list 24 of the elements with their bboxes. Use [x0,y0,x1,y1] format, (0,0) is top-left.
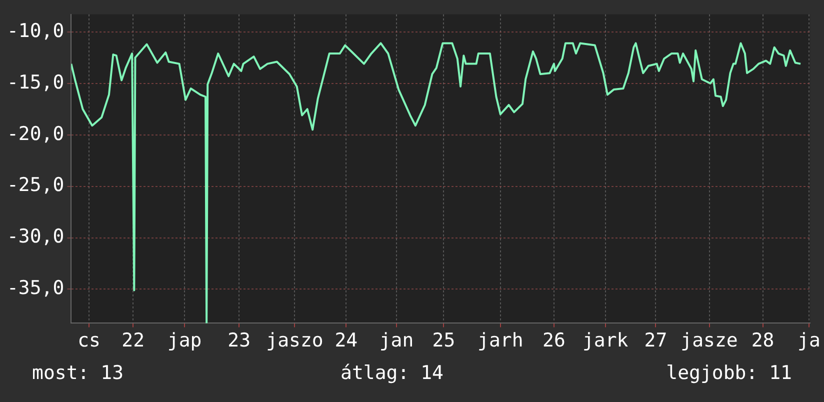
x-tick-label: 23 [228,330,251,352]
x-tick-label: jap [167,330,202,352]
text: legjobb: 11 [666,362,792,384]
x-tick-label: 22 [122,330,145,352]
text: átlag: 14 [340,362,444,384]
x-tick-label: 27 [644,330,668,352]
x-tick-label: jan [379,330,414,352]
y-tick-label: -25,0 [6,174,64,196]
x-tick-label: jark [582,330,629,352]
y-tick-label: -20,0 [6,122,64,145]
x-tick-label: 28 [751,330,774,352]
x-tick-label: 24 [334,330,358,352]
x-tick-label: 26 [542,330,566,352]
x-tick-label: 25 [432,330,456,352]
x-tick-label: cs [78,330,100,352]
x-tick-label: jasze [680,330,738,352]
y-tick-label: -10,0 [6,20,64,42]
text: most: 13 [32,362,124,384]
y-tick-label: -15,0 [6,71,64,94]
x-tick-label: jaszo [266,330,324,352]
y-tick-label: -30,0 [6,226,64,248]
y-tick-label: -35,0 [6,277,64,300]
x-tick-label: jarh [478,330,524,352]
x-tick-label: ja [798,330,820,352]
